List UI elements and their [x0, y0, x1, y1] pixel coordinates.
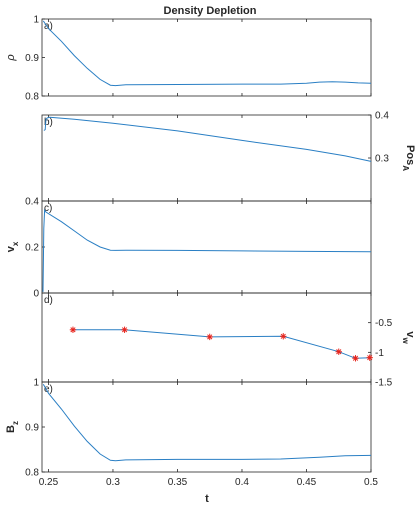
data-point-marker	[69, 326, 77, 333]
panel-tag: b)	[44, 117, 53, 128]
x-tick-label: 0.25	[39, 477, 59, 488]
left-tick-label: 0	[33, 289, 39, 300]
x-tick-label: 0.5	[364, 477, 378, 488]
chart-title: Density Depletion	[164, 5, 257, 17]
marker-stroke	[280, 333, 286, 339]
panel-2: 0.3 0.4 b) PosA	[41, 111, 416, 202]
data-point-marker	[280, 333, 287, 340]
left-tick-label: 0.4	[25, 197, 39, 208]
left-axis-label: ρ	[5, 54, 17, 61]
data-point-marker	[366, 354, 373, 361]
series-line	[42, 384, 372, 462]
panel-frame	[41, 114, 372, 202]
x-tick-label: 0.4	[235, 477, 249, 488]
right-tick-label: -1.5	[375, 378, 393, 389]
x-tick-label: 0.3	[106, 477, 120, 488]
panel-tag: c)	[44, 203, 52, 214]
right-axis-label: PosA	[401, 145, 416, 171]
marker-stroke	[207, 334, 213, 340]
right-axis-label: vw	[401, 331, 416, 344]
x-tick-label: 0.45	[297, 477, 317, 488]
series-line	[73, 329, 370, 359]
left-tick-label: 1	[33, 15, 39, 26]
marker-stroke	[336, 349, 342, 355]
left-tick-label: 0.8	[25, 92, 39, 103]
panel-tag: d)	[44, 295, 53, 306]
series-line	[42, 20, 372, 87]
left-tick-label: 1	[33, 378, 39, 389]
panel-frame	[41, 200, 372, 294]
marker-stroke	[367, 355, 373, 361]
left-tick-label: 0.2	[25, 243, 39, 254]
data-point-marker	[121, 326, 128, 333]
series-line	[43, 116, 372, 162]
series-line	[42, 208, 372, 292]
panel-5: 0.8 0.9 1 e) Bz	[5, 378, 372, 479]
right-tick-label: 0.3	[375, 154, 389, 165]
panel-frame	[41, 381, 372, 473]
panel-tag: e)	[44, 384, 53, 395]
left-tick-label: 0.9	[25, 53, 39, 64]
marker-stroke	[352, 355, 359, 361]
panel-4: -0.5 -1 -1.5 d) vw	[41, 292, 416, 389]
marker-stroke	[70, 327, 76, 333]
right-tick-label: -1	[375, 348, 384, 359]
marker-stroke	[121, 327, 128, 333]
left-tick-label: 0.8	[25, 468, 39, 479]
panel-tag: a)	[44, 21, 53, 32]
x-tick-label: 0.35	[168, 477, 188, 488]
data-point-marker	[206, 333, 213, 341]
right-tick-label: -0.5	[375, 318, 393, 329]
left-axis-label: Bz	[5, 421, 20, 433]
left-tick-label: 0.9	[25, 423, 39, 434]
right-tick-label: 0.4	[375, 111, 389, 122]
panel-3: 0 0.2 0.4 c) vx	[5, 197, 372, 300]
data-point-marker	[352, 355, 359, 362]
panel-1: 0.8 0.9 1 a) ρ	[5, 15, 372, 103]
left-axis-label: vx	[5, 241, 20, 252]
chart-panels: 0.80.91a)ρ0.30.4b)PosA00.20.4c)vx-0.5-1-…	[5, 15, 416, 489]
x-axis-label: t	[205, 493, 209, 505]
data-point-marker	[335, 348, 342, 355]
panel-frame	[41, 292, 372, 383]
